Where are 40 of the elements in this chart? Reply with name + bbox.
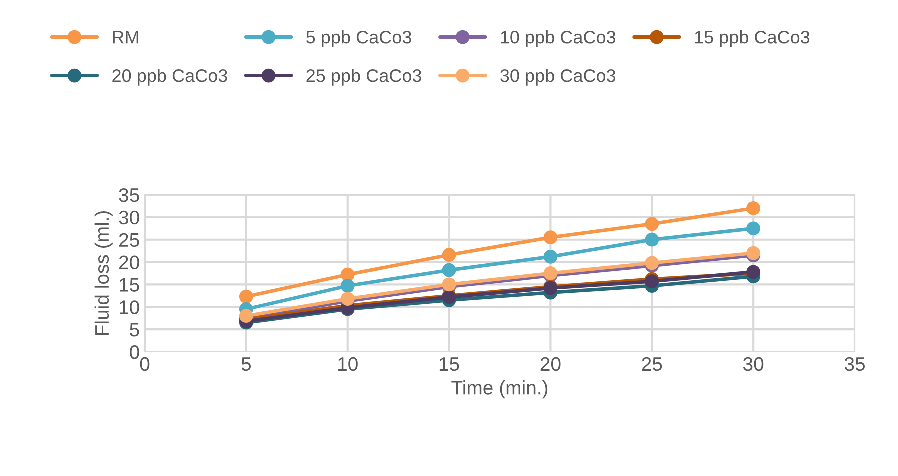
legend-label: 25 ppb CaCo3 <box>306 69 422 86</box>
point <box>645 232 660 247</box>
point <box>645 256 660 270</box>
legend-label: 10 ppb CaCo3 <box>501 30 616 48</box>
legend-label: 30 ppb CaCo3 <box>500 69 616 86</box>
x-axis-title: Time (min.) <box>452 380 548 399</box>
point <box>340 279 355 294</box>
legend-label: 15 ppb CaCo3 <box>695 30 810 48</box>
y-tick-label: 5 <box>130 323 140 337</box>
point <box>442 248 456 262</box>
y-tick-label: 35 <box>119 188 140 202</box>
y-tick-label: 0 <box>130 345 140 360</box>
point <box>645 217 660 232</box>
x-tick-label: 5 <box>242 358 252 372</box>
x-tick-label: 15 <box>440 358 460 372</box>
point <box>544 250 558 264</box>
point <box>442 263 456 278</box>
legend-label: 5 ppb CaCo3 <box>306 30 412 48</box>
point <box>544 230 558 245</box>
point <box>746 246 761 260</box>
legend-label: 20 ppb CaCo3 <box>112 69 228 86</box>
point <box>544 266 558 280</box>
y-axis-title: Fluid loss (ml.) <box>94 212 113 336</box>
point <box>746 222 761 236</box>
legend-label: RM <box>113 31 138 44</box>
point <box>239 290 254 304</box>
point <box>645 274 660 289</box>
x-tick-label: 35 <box>844 357 865 372</box>
point <box>746 202 761 216</box>
x-tick-label: 30 <box>744 357 764 372</box>
x-tick-label: 0 <box>140 357 150 372</box>
y-tick-label: 25 <box>119 233 140 248</box>
point <box>442 278 456 292</box>
y-tick-label: 20 <box>119 256 140 270</box>
y-tick-label: 30 <box>119 210 140 225</box>
x-tick-label: 10 <box>338 357 358 372</box>
x-tick-label: 20 <box>540 357 561 372</box>
y-tick-label: 15 <box>120 278 140 292</box>
y-tick-label: 10 <box>120 300 140 314</box>
x-tick-label: 25 <box>642 357 662 372</box>
